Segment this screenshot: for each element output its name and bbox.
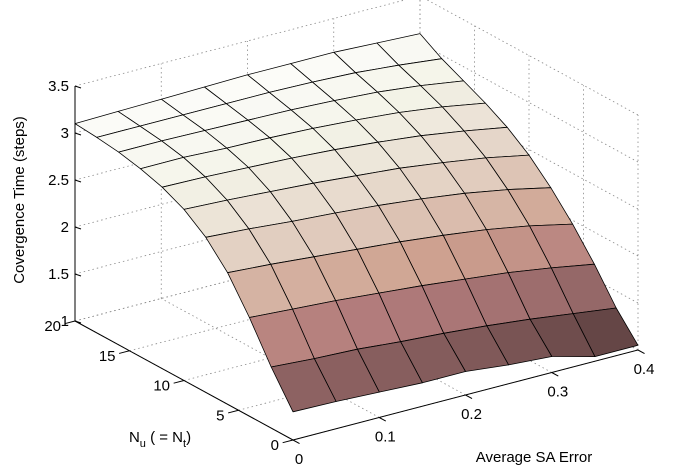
x-tick-mark — [637, 349, 645, 355]
y-tick-mark — [282, 439, 294, 444]
y-axis-label-end: ) — [186, 429, 191, 446]
x-axis-label: Average SA Error — [476, 449, 592, 466]
z-tick-mark — [74, 320, 82, 324]
z-tick-label: 3 — [61, 125, 69, 142]
z-axis-label: Covergence Time (steps) — [11, 116, 28, 284]
y-tick-mark — [64, 320, 76, 325]
z-tick-mark — [74, 226, 82, 230]
tick-labels: 0 0.1 0.2 0.3 0.4 0 5 10 15 20 1 1.5 2 2.5 3 3.5 — [44, 78, 654, 468]
x-tick-mark — [292, 439, 300, 445]
z-tick-label: 1 — [61, 313, 69, 330]
y-tick-label: 0 — [271, 437, 279, 454]
z-tick-label: 1.5 — [48, 266, 69, 283]
y-axis-label-main: N — [129, 429, 140, 446]
y-tick-mark — [228, 409, 239, 414]
grid-line-back-z — [419, 89, 639, 210]
surface-mesh — [74, 33, 639, 413]
z-tick-label: 2 — [61, 219, 69, 236]
grid-line-back-z — [419, 136, 639, 257]
grid-line-left-z — [74, 0, 407, 87]
y-tick-label: 20 — [44, 318, 61, 335]
y-axis-label: Nu ( = Nt) — [129, 429, 191, 450]
z-tick-mark — [74, 273, 82, 277]
x-tick-label: 0.3 — [547, 384, 568, 401]
grid-line-back-z — [419, 42, 639, 163]
grid-line-back-z — [426, 0, 639, 116]
y-axis-label-sub: u — [140, 438, 146, 450]
y-tick-mark — [173, 380, 185, 384]
y-tick-label: 15 — [99, 348, 116, 365]
y-axis-label-sub2: t — [183, 438, 186, 450]
surface-cell — [270, 358, 337, 413]
y-tick-mark — [119, 350, 130, 354]
z-tick-label: 3.5 — [48, 78, 69, 95]
z-tick-label: 2.5 — [48, 172, 69, 189]
y-axis-label-mid: ( = N — [146, 429, 183, 446]
x-tick-mark — [465, 394, 473, 400]
z-tick-mark — [74, 132, 82, 136]
x-tick-label: 0.1 — [375, 429, 396, 446]
x-tick-label: 0 — [295, 451, 303, 468]
z-tick-mark — [74, 85, 82, 89]
axes-frame — [64, 85, 645, 445]
x-tick-label: 0.4 — [634, 361, 655, 378]
x-tick-mark — [551, 372, 559, 377]
z-tick-mark — [74, 179, 82, 183]
y-tick-label: 10 — [153, 378, 170, 395]
x-tick-label: 0.2 — [461, 406, 482, 423]
x-tick-mark — [379, 417, 387, 422]
y-tick-label: 5 — [216, 407, 224, 424]
